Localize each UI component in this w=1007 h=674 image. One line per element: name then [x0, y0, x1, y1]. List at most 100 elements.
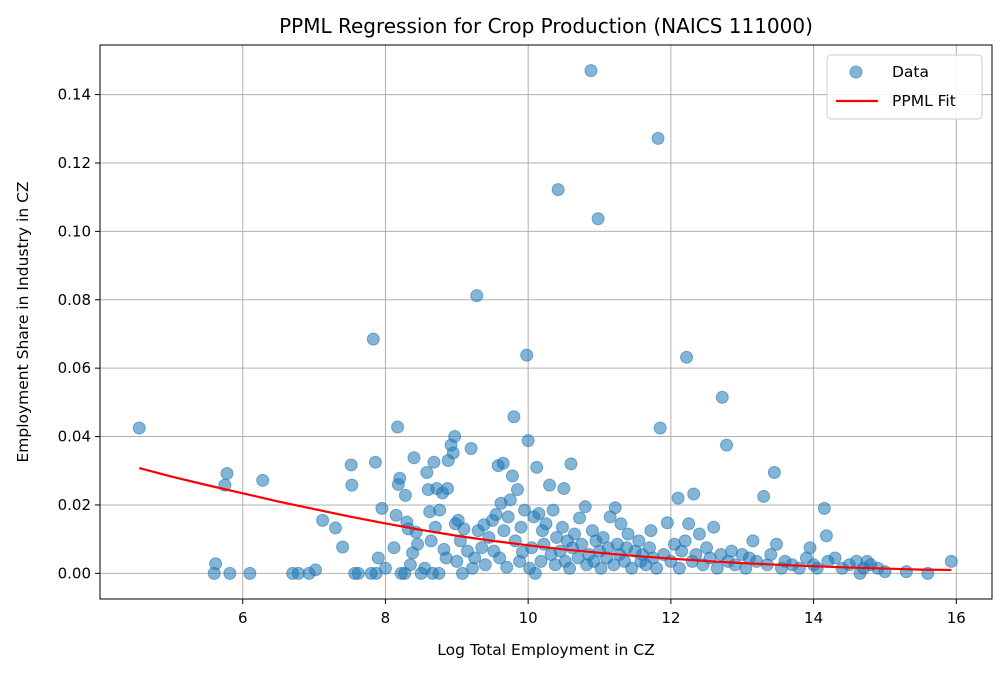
data-point: [378, 561, 392, 575]
x-tick-label: 12: [661, 609, 680, 627]
data-point: [366, 332, 380, 346]
data-point: [828, 551, 842, 565]
data-point: [594, 561, 608, 575]
data-point: [132, 421, 146, 435]
data-point: [660, 516, 674, 530]
data-point: [632, 534, 646, 548]
data-point: [819, 529, 833, 543]
data-point: [728, 558, 742, 572]
data-point: [578, 500, 592, 514]
data-point: [387, 541, 401, 555]
data-point: [441, 482, 455, 496]
data-point: [653, 421, 667, 435]
data-point: [316, 513, 330, 527]
x-tick-label: 14: [804, 609, 823, 627]
data-point: [497, 524, 511, 538]
data-point: [689, 548, 703, 562]
data-point: [650, 561, 664, 575]
data-point: [767, 465, 781, 479]
chart-title: PPML Regression for Crop Production (NAI…: [279, 14, 813, 38]
data-point: [584, 64, 598, 78]
data-point: [944, 554, 958, 568]
data-point: [608, 501, 622, 515]
data-point: [539, 517, 553, 531]
data-point: [424, 534, 438, 548]
data-point: [433, 503, 447, 517]
data-point: [470, 289, 484, 303]
x-tick-label: 10: [519, 609, 538, 627]
data-point: [432, 566, 446, 580]
data-point: [507, 410, 521, 424]
data-point: [403, 558, 417, 572]
data-point: [672, 561, 686, 575]
data-point: [680, 350, 694, 364]
data-point: [375, 501, 389, 515]
legend-box: [826, 54, 983, 120]
data-point: [671, 491, 685, 505]
data-point: [528, 566, 542, 580]
data-point: [407, 451, 421, 465]
data-point: [564, 457, 578, 471]
x-axis-label: Log Total Employment in CZ: [437, 641, 654, 659]
data-point: [393, 471, 407, 485]
data-point: [500, 560, 514, 574]
data-point: [371, 551, 385, 565]
data-point: [710, 561, 724, 575]
data-point: [411, 537, 425, 551]
data-point: [351, 566, 365, 580]
data-point: [453, 534, 467, 548]
data-point: [725, 544, 739, 558]
data-point: [223, 566, 237, 580]
data-point: [678, 534, 692, 548]
data-point: [555, 520, 569, 534]
data-point: [534, 554, 548, 568]
data-point: [505, 469, 519, 483]
data-point: [899, 565, 913, 579]
data-point: [614, 517, 628, 531]
data-point: [309, 563, 323, 577]
data-point: [591, 212, 605, 226]
x-tick-label: 8: [381, 609, 391, 627]
data-point: [573, 511, 587, 525]
legend: Data PPML Fit: [826, 54, 983, 120]
y-tick-label: 0.14: [58, 86, 91, 104]
data-point: [707, 520, 721, 534]
y-tick-label: 0.04: [58, 428, 91, 446]
data-point: [551, 183, 565, 197]
data-point: [501, 510, 515, 524]
y-tick-label: 0.08: [58, 291, 91, 309]
data-point: [810, 561, 824, 575]
data-point: [546, 503, 560, 517]
data-point: [514, 520, 528, 534]
data-point: [651, 131, 665, 145]
ppml-fit-line: [138, 466, 952, 572]
x-tick-label: 16: [947, 609, 966, 627]
data-point: [336, 540, 350, 554]
data-point: [596, 530, 610, 544]
data-point: [543, 478, 557, 492]
data-point: [563, 561, 577, 575]
data-point: [439, 551, 453, 565]
data-point: [450, 554, 464, 568]
y-tick-label: 0.12: [58, 154, 91, 172]
data-point: [510, 483, 524, 497]
data-point: [496, 456, 510, 470]
data-point: [682, 517, 696, 531]
data-point: [525, 541, 539, 555]
y-tick-label: 0.02: [58, 496, 91, 514]
data-point: [503, 493, 517, 507]
data-point: [468, 551, 482, 565]
data-point: [750, 554, 764, 568]
data-point: [345, 478, 359, 492]
data-point: [532, 507, 546, 521]
data-point: [464, 442, 478, 456]
data-point: [803, 541, 817, 555]
data-point: [256, 473, 270, 487]
axis-ticks: 6 8 10 12 14 16 0.00 0.02 0.04 0.06 0.08 0.10 0.12 0.…: [58, 86, 966, 627]
data-point: [243, 566, 257, 580]
data-point: [389, 508, 403, 522]
data-point: [518, 503, 532, 517]
data-point: [420, 465, 434, 479]
data-point: [817, 501, 831, 515]
data-point: [207, 566, 221, 580]
